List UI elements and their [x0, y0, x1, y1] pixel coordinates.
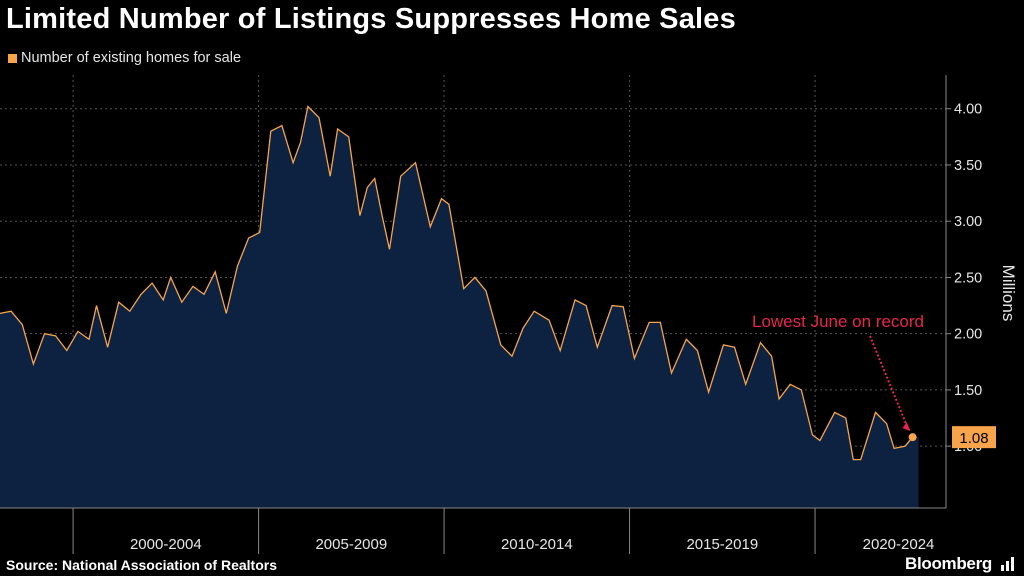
y-tick-label: 1.50 [954, 383, 982, 399]
y-axis: 4.003.503.002.502.001.501.00 [946, 102, 982, 455]
area-fill [0, 106, 919, 508]
y-tick-label: 2.50 [954, 270, 982, 286]
y-tick-label: 2.00 [954, 327, 982, 343]
last-value-marker [908, 433, 917, 442]
annotation-text: Lowest June on record [752, 312, 924, 331]
y-axis-label: Millions [999, 265, 1018, 322]
legend: Number of existing homes for sale [8, 50, 241, 66]
x-tick-label: 2005-2009 [315, 536, 387, 553]
y-tick-label: 3.50 [954, 158, 982, 174]
last-value-badge [952, 426, 996, 449]
x-tick-label: 2020-2024 [863, 536, 935, 553]
legend-swatch [8, 53, 17, 63]
legend-label: Number of existing homes for sale [21, 50, 242, 66]
x-tick-label: 2015-2019 [686, 536, 758, 553]
y-tick-label: 3.00 [954, 214, 982, 230]
bar-chart-icon [1001, 557, 1014, 571]
annotation-arrowhead [902, 422, 911, 432]
y-tick-label: 4.00 [954, 102, 982, 118]
x-axis: 2000-2004 2005-2009 2010-2014 2015-2019 2020… [0, 75, 947, 554]
bloomberg-logo: Bloomberg [904, 554, 992, 573]
x-tick-label: 2010-2014 [501, 536, 573, 553]
x-tick-label: 2000-2004 [130, 536, 202, 553]
chart-title: Limited Number of Listings Suppresses Ho… [6, 3, 736, 35]
last-value-label: 1.08 [959, 430, 988, 447]
series-line [0, 105, 914, 461]
annotation: Lowest June on record 1.08 [752, 312, 996, 449]
annotation-arrow [869, 335, 908, 426]
source-note: Source: National Association of Realtors [6, 557, 277, 573]
